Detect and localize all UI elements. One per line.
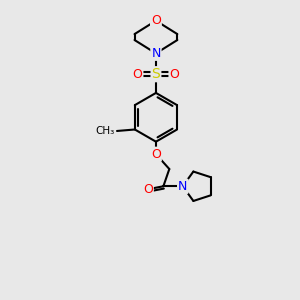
Text: O: O [151, 148, 161, 161]
Text: CH₃: CH₃ [96, 126, 115, 136]
Text: N: N [178, 180, 188, 193]
Text: N: N [151, 47, 160, 60]
Text: N: N [178, 180, 188, 193]
Text: O: O [143, 183, 153, 196]
Text: O: O [133, 68, 142, 81]
Text: O: O [151, 14, 161, 27]
Text: O: O [169, 68, 179, 81]
Text: S: S [152, 67, 160, 81]
